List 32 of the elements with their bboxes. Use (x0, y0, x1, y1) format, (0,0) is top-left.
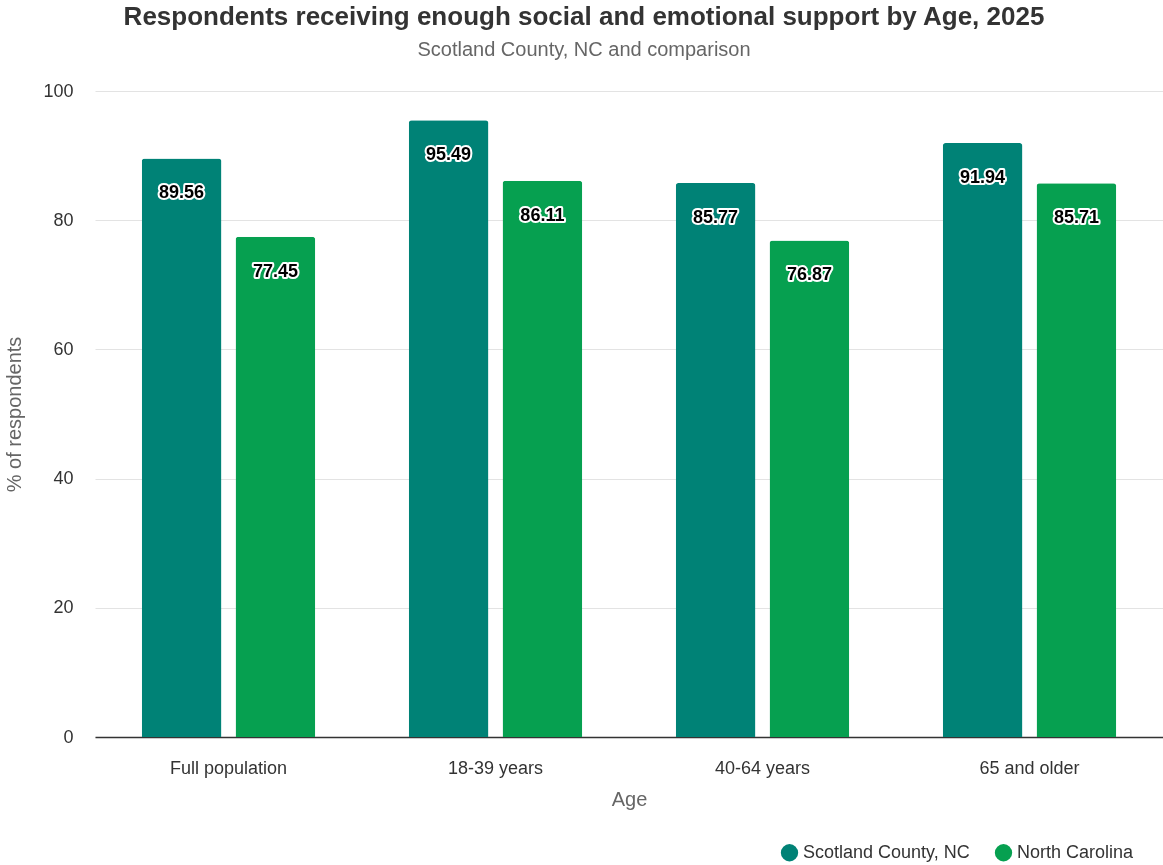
bar (1036, 183, 1117, 737)
data-label: 76.87 (786, 264, 832, 285)
y-tick-label: 100 (43, 80, 74, 101)
bar (502, 180, 583, 737)
x-tick-label: Full population (169, 757, 288, 778)
x-tick-label: 18-39 years (447, 757, 544, 778)
chart-subtitle: Scotland County, NC and comparison (417, 38, 751, 60)
data-label: 91.94 (960, 167, 1006, 188)
data-label: 89.56 (159, 182, 205, 203)
chart-title: Respondents receiving enough social and emotional support by Age, 2025 (123, 1, 1045, 31)
bar (942, 143, 1023, 737)
data-label: 86.11 (520, 204, 565, 225)
bar (408, 120, 489, 737)
y-tick-label: 0 (63, 726, 74, 747)
x-tick-label: 40-64 years (714, 757, 811, 778)
data-label: 77.45 (252, 260, 298, 281)
y-tick-label: 80 (53, 209, 74, 230)
data-label: 85.77 (693, 206, 739, 227)
bar (141, 158, 222, 737)
data-label: 85.71 (1053, 207, 1099, 228)
x-axis-title: Age (611, 787, 648, 810)
data-label: 95.49 (426, 144, 472, 165)
y-tick-label: 40 (53, 468, 74, 489)
x-tick-label: 65 and older (979, 757, 1080, 778)
y-tick-label: 20 (53, 597, 74, 618)
legend-label: Scotland County, NC (803, 841, 970, 862)
bar (675, 182, 756, 737)
y-axis-title: % of respondents (3, 336, 26, 493)
bar (235, 236, 316, 737)
y-tick-label: 60 (53, 338, 74, 359)
legend-label: North Carolina (1017, 841, 1135, 862)
bar (769, 240, 850, 737)
